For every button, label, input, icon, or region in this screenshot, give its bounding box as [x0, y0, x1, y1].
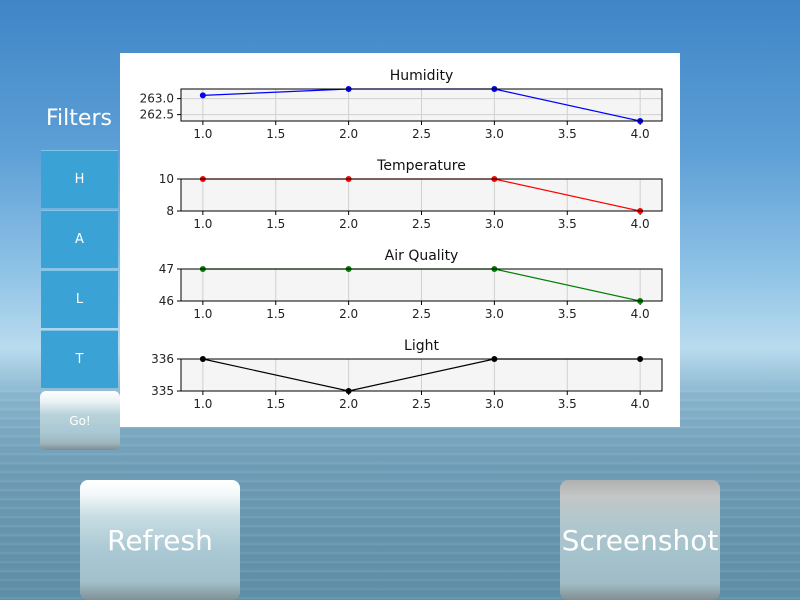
filter-button-a[interactable]: A	[41, 210, 118, 268]
x-tick-label: 2.0	[339, 397, 358, 411]
x-tick-label: 3.0	[485, 127, 504, 141]
plot-frame	[180, 358, 663, 392]
y-tick-label: 336	[151, 352, 174, 366]
filter-button-l[interactable]: L	[41, 270, 118, 328]
filters-title: Filters	[46, 106, 112, 131]
x-tick-label: 3.5	[558, 397, 577, 411]
screenshot-button[interactable]: Screenshot	[560, 480, 720, 600]
subplot-light: 1.0 1.5 2.0 2.5 3.0 3.5 4.0 336 335 Light	[151, 338, 663, 411]
y-tick-label: 46	[159, 294, 174, 308]
x-tick-label: 2.0	[339, 307, 358, 321]
subplot-humidity: 1.0 1.5 2.0 2.5 3.0 3.5 4.0 263.0 262.5 Humidity	[140, 68, 663, 141]
y-tick-label: 8	[166, 204, 174, 218]
x-tick-label: 2.0	[339, 127, 358, 141]
x-tick-label: 3.5	[558, 217, 577, 231]
x-tick-label: 3.0	[485, 217, 504, 231]
x-tick-label: 2.5	[412, 397, 431, 411]
y-tick-label: 10	[159, 172, 174, 186]
x-tick-label: 1.0	[193, 127, 212, 141]
x-tick-label: 2.5	[412, 307, 431, 321]
x-tick-label: 3.5	[558, 127, 577, 141]
refresh-button[interactable]: Refresh	[80, 480, 240, 600]
x-tick-label: 2.5	[412, 127, 431, 141]
x-tick-label: 2.5	[412, 217, 431, 231]
subplot-title: Temperature	[376, 158, 466, 174]
x-tick-label: 3.0	[485, 307, 504, 321]
x-tick-label: 2.0	[339, 217, 358, 231]
y-tick-label: 47	[159, 262, 174, 276]
go-button[interactable]: Go!	[40, 391, 120, 450]
y-tick-label: 263.0	[140, 92, 174, 106]
plot-frame	[180, 88, 663, 122]
plot-frame	[180, 268, 663, 302]
data-point	[199, 92, 206, 99]
charts-svg: 1.0 1.5 2.0 2.5 3.0 3.5 4.0263.0262.5Humidity1…	[140, 68, 663, 411]
x-tick-label: 1.5	[266, 127, 285, 141]
x-tick-label: 4.0	[631, 217, 650, 231]
x-tick-label: 3.5	[558, 307, 577, 321]
subplot-title: Air Quality	[385, 248, 459, 264]
x-tick-label: 1.0	[193, 217, 212, 231]
x-tick-label: 1.0	[193, 307, 212, 321]
filter-button-h[interactable]: H	[41, 150, 118, 208]
x-tick-label: 1.5	[266, 397, 285, 411]
subplot-air-quality: 1.0 1.5 2.0 2.5 3.0 3.5 4.0 47 46 Air Quality	[159, 248, 663, 321]
y-tick-label: 335	[151, 384, 174, 398]
x-tick-label: 1.5	[266, 307, 285, 321]
filter-button-t[interactable]: T	[41, 330, 118, 388]
x-tick-label: 3.0	[485, 397, 504, 411]
sensor-charts: 1.0 1.5 2.0 2.5 3.0 3.5 4.0 263.0 262.5 Humidity 1…	[120, 53, 680, 427]
x-tick-label: 1.5	[266, 217, 285, 231]
y-tick-label: 262.5	[140, 108, 174, 122]
subplot-title: Light	[404, 338, 439, 354]
x-tick-label: 1.0	[193, 397, 212, 411]
subplot-title: Humidity	[390, 68, 453, 84]
x-tick-label: 4.0	[631, 307, 650, 321]
plot-frame	[180, 178, 663, 212]
subplot-temperature: 1.0 1.5 2.0 2.5 3.0 3.5 4.0 10 8 Temperature	[159, 158, 663, 231]
x-tick-label: 4.0	[631, 397, 650, 411]
x-tick-label: 4.0	[631, 127, 650, 141]
